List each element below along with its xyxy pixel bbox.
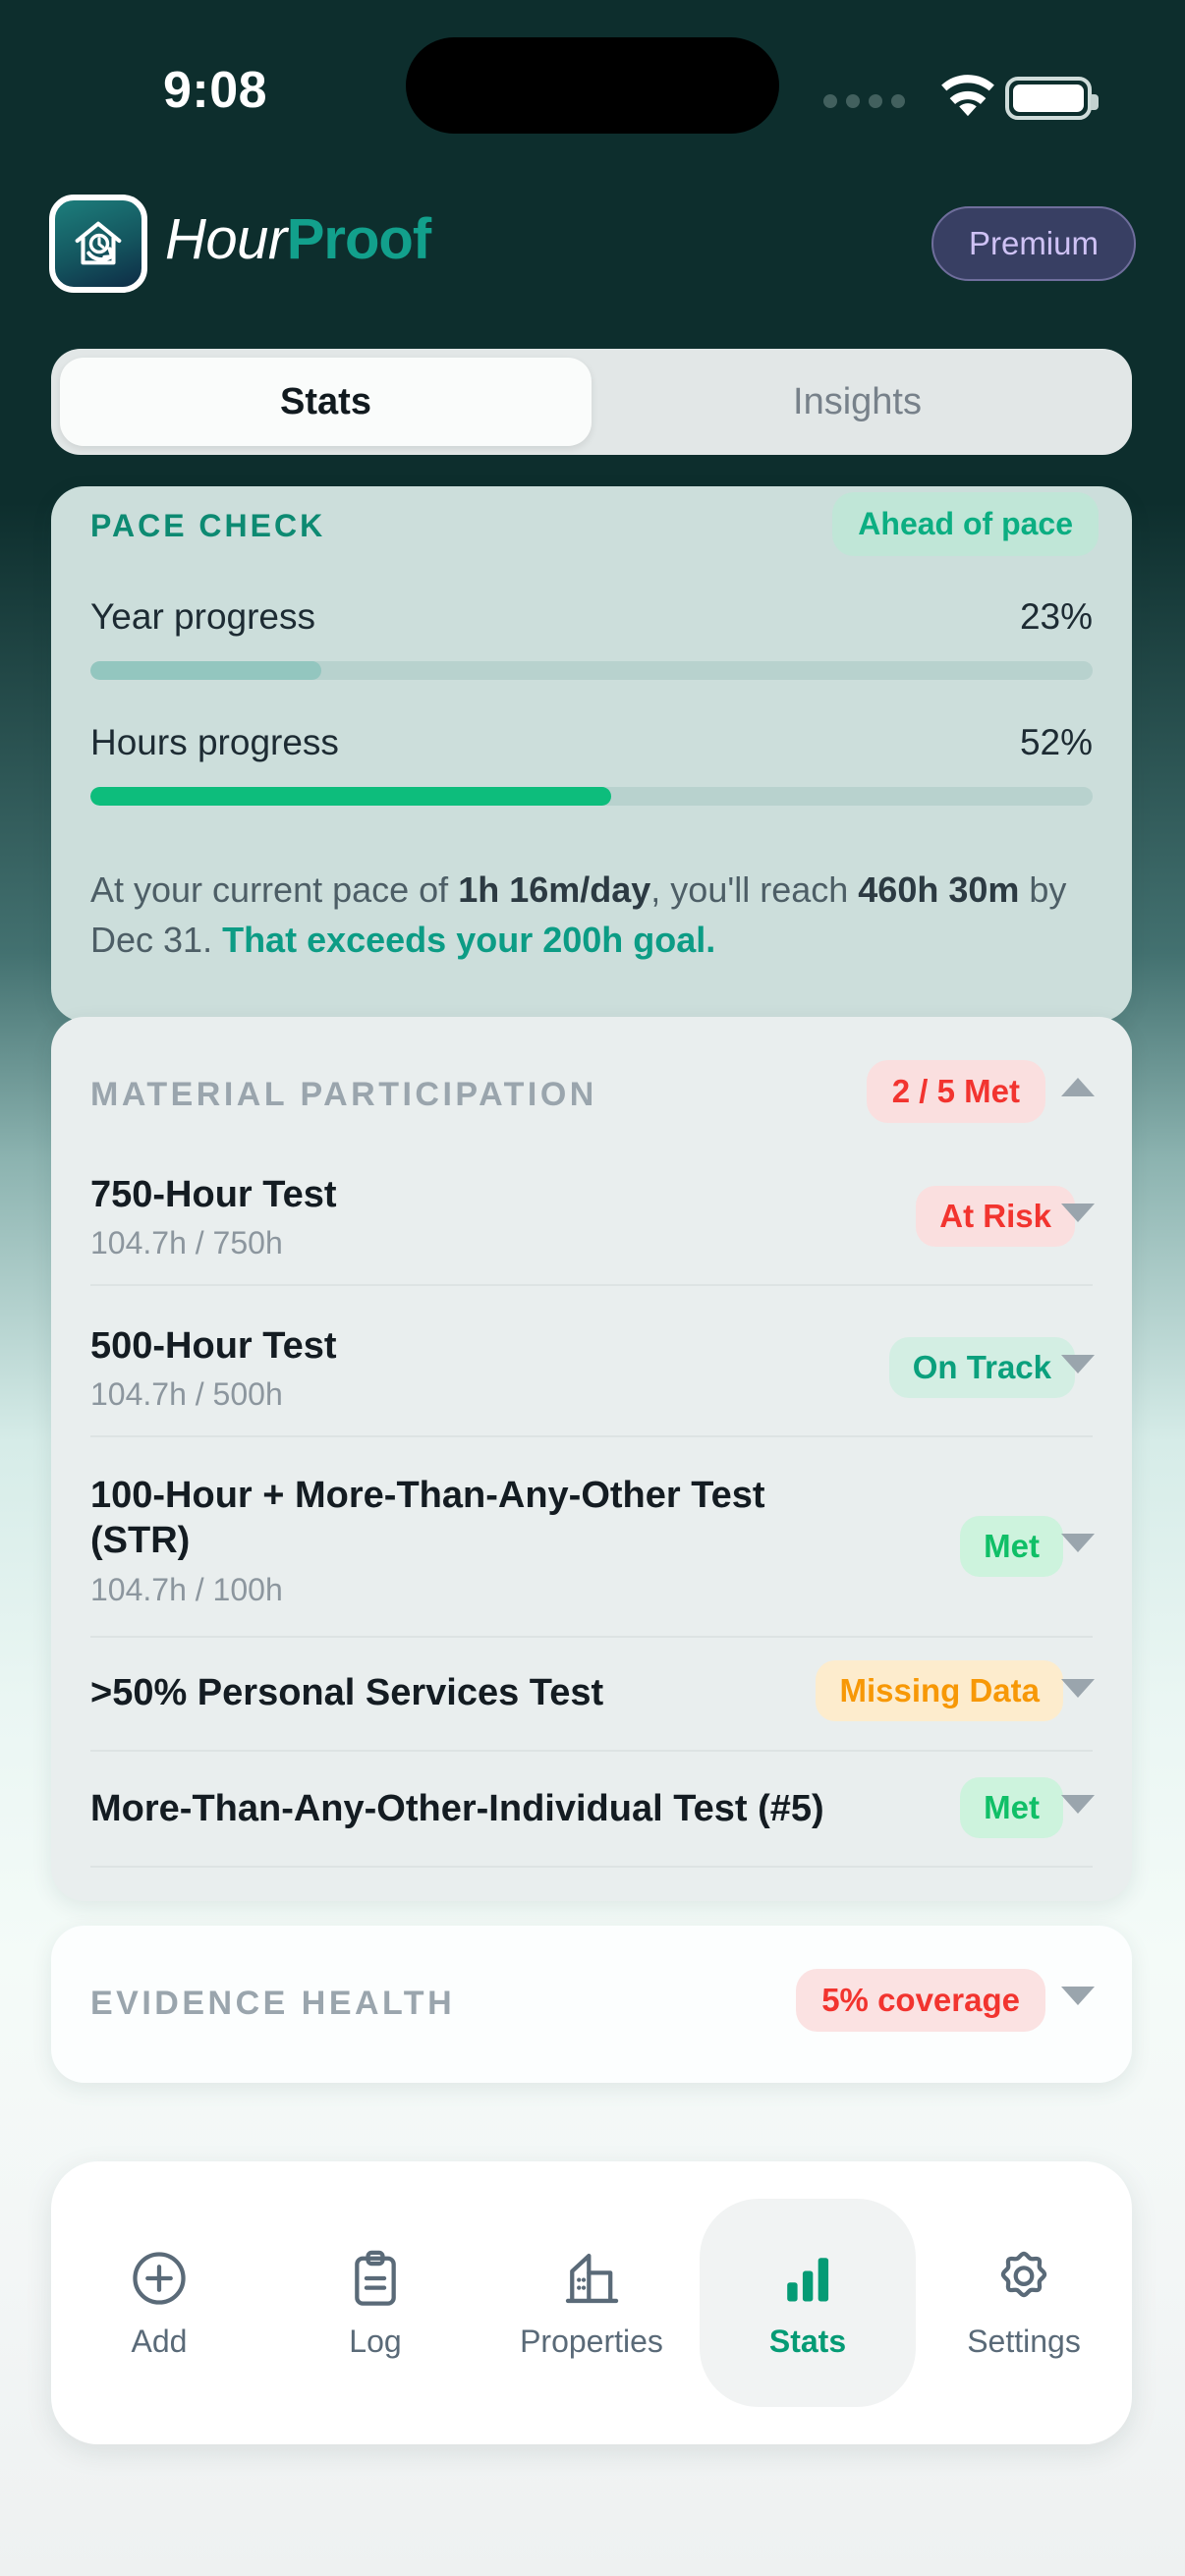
- row-divider: [90, 1435, 1093, 1437]
- app-header: HourProof Premium: [0, 187, 1185, 305]
- chevron-down-icon[interactable]: [1061, 1679, 1095, 1698]
- test-row[interactable]: 500-Hour Test 104.7h / 500h: [90, 1323, 1093, 1413]
- hours-progress-row: Hours progress 52%: [90, 722, 1093, 763]
- nav-item-add[interactable]: Add: [51, 2199, 267, 2407]
- test-row[interactable]: More-Than-Any-Other-Individual Test (#5): [90, 1786, 1093, 1831]
- brand-first: Hour: [165, 207, 287, 271]
- test-title: 750-Hour Test: [90, 1174, 337, 1215]
- test-row[interactable]: 100-Hour + More-Than-Any-Other Test (STR…: [90, 1473, 837, 1608]
- test-row[interactable]: >50% Personal Services Test: [90, 1670, 1093, 1715]
- row-divider: [90, 1284, 1093, 1286]
- battery-icon: [1005, 77, 1099, 120]
- test-status-badge: Met: [960, 1516, 1063, 1577]
- buildings-icon: [565, 2253, 619, 2303]
- test-title: >50% Personal Services Test: [90, 1672, 604, 1713]
- house-clock-logo-icon: [49, 195, 147, 293]
- year-progress-fill: [90, 661, 321, 680]
- test-progress: 104.7h / 750h: [90, 1225, 283, 1261]
- clipboard-icon: [355, 2250, 396, 2306]
- note-projected-hours: 460h 30m: [858, 869, 1020, 910]
- note-text-1: At your current pace of: [90, 869, 459, 910]
- plus-circle-icon: [133, 2251, 186, 2305]
- nav-item-stats[interactable]: Stats: [700, 2199, 916, 2407]
- hours-progress-fill: [90, 787, 612, 806]
- row-divider: [90, 1636, 1093, 1638]
- material-participation-count-badge: 2 / 5 Met: [866, 1060, 1045, 1123]
- note-text-2: , you'll reach: [650, 869, 859, 910]
- brand-title: HourProof: [165, 206, 431, 272]
- test-status-badge: Met: [960, 1777, 1063, 1838]
- year-progress-track: [90, 661, 1093, 680]
- tab-stats[interactable]: Stats: [60, 358, 592, 446]
- chevron-down-icon[interactable]: [1061, 1204, 1095, 1222]
- chevron-up-icon[interactable]: [1061, 1078, 1095, 1096]
- chevron-down-icon[interactable]: [1061, 1795, 1095, 1814]
- gear-icon: [1000, 2251, 1047, 2297]
- test-row[interactable]: 750-Hour Test 104.7h / 750h: [90, 1172, 1093, 1261]
- nav-label: Log: [349, 2323, 402, 2359]
- year-progress-label: Year progress: [90, 596, 315, 637]
- bottom-navigation-bar: Add Log Properties: [51, 2161, 1132, 2444]
- hours-progress-track: [90, 787, 1093, 806]
- test-progress: 104.7h / 100h: [90, 1571, 283, 1607]
- nav-item-properties[interactable]: Properties: [483, 2199, 700, 2407]
- brand-second: Proof: [286, 207, 431, 271]
- test-status-badge: At Risk: [916, 1186, 1075, 1247]
- material-participation-card[interactable]: MATERIAL PARTICIPATION 2 / 5 Met 750-Hou…: [51, 1017, 1132, 1901]
- pace-check-card[interactable]: PACE CHECK Ahead of pace Year progress 2…: [51, 486, 1132, 1022]
- test-title: 500-Hour Test: [90, 1325, 337, 1367]
- nav-label: Properties: [520, 2323, 663, 2359]
- test-status-badge: On Track: [888, 1337, 1075, 1398]
- material-participation-kicker: MATERIAL PARTICIPATION: [90, 1076, 597, 1113]
- test-progress: 104.7h / 500h: [90, 1376, 283, 1413]
- year-progress-row: Year progress 23%: [90, 596, 1093, 638]
- row-divider: [90, 1750, 1093, 1752]
- nav-item-settings[interactable]: Settings: [916, 2199, 1132, 2407]
- premium-badge[interactable]: Premium: [931, 206, 1136, 281]
- pace-check-kicker: PACE CHECK: [90, 508, 326, 543]
- segmented-tabs: Stats Insights: [51, 349, 1132, 455]
- nav-item-log[interactable]: Log: [267, 2199, 483, 2407]
- row-divider: [90, 1866, 1093, 1868]
- chevron-down-icon[interactable]: [1061, 1355, 1095, 1373]
- test-title: More-Than-Any-Other-Individual Test (#5): [90, 1788, 824, 1829]
- dots-indicator-icon: [823, 94, 905, 108]
- test-status-badge: Missing Data: [816, 1660, 1063, 1721]
- nav-label: Add: [131, 2323, 188, 2359]
- tab-insights[interactable]: Insights: [793, 380, 922, 422]
- status-bar: 9:08: [0, 0, 1185, 157]
- year-progress-value: 23%: [1019, 596, 1093, 637]
- wifi-icon: [941, 75, 994, 117]
- status-bar-time: 9:08: [163, 62, 268, 119]
- chevron-down-icon[interactable]: [1061, 1987, 1095, 2005]
- hours-progress-value: 52%: [1019, 722, 1093, 762]
- evidence-health-kicker: EVIDENCE HEALTH: [90, 1985, 456, 2022]
- dynamic-island: [406, 37, 779, 134]
- note-text-3: by Dec 31.: [90, 869, 1067, 961]
- hours-progress-label: Hours progress: [90, 722, 339, 762]
- evidence-coverage-badge: 5% coverage: [796, 1969, 1045, 2032]
- chevron-down-icon[interactable]: [1061, 1534, 1095, 1552]
- nav-label: Settings: [967, 2323, 1081, 2359]
- bar-chart-icon: [787, 2257, 829, 2301]
- scroll-content[interactable]: PACE CHECK Ahead of pace Year progress 2…: [0, 462, 1185, 2191]
- test-title: 100-Hour + More-Than-Any-Other Test (STR…: [90, 1475, 765, 1562]
- nav-label: Stats: [768, 2323, 847, 2359]
- note-pace-rate: 1h 16m/day: [458, 869, 651, 910]
- pace-projection-note: At your current pace of 1h 16m/day, you'…: [90, 865, 1093, 965]
- note-goal-highlight: That exceeds your 200h goal.: [222, 920, 716, 961]
- evidence-health-card[interactable]: EVIDENCE HEALTH 5% coverage: [51, 1926, 1132, 2083]
- pace-status-badge: Ahead of pace: [832, 492, 1099, 556]
